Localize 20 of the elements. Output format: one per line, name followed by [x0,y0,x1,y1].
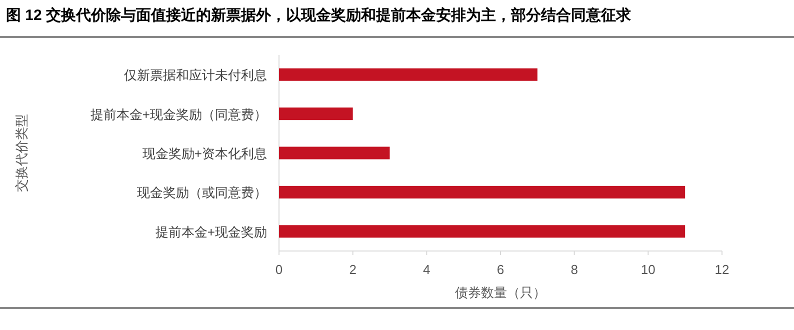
y-tick-label: 提前本金+现金奖励 [155,224,267,240]
bar [279,68,538,81]
x-tick-label: 10 [640,262,656,277]
bar [279,225,686,238]
bar [279,146,390,160]
y-tick-label: 仅新票据和应计未付利息 [124,68,267,83]
chart-title: 图 12 交换代价除与面值接近的新票据外，以现金奖励和提前本金安排为主，部分结合同意征求 [6,6,632,24]
x-axis-title: 债券数量（只） [455,285,546,300]
x-tick-label: 6 [496,262,504,277]
y-tick-label: 提前本金+现金奖励（同意费） [90,106,267,122]
x-tick-label: 0 [275,262,283,277]
bar [279,108,353,120]
y-axis-title: 交换代价类型 [14,114,29,192]
x-tick-label: 4 [423,262,430,277]
y-tick-label: 现金奖励+资本化利息 [142,146,267,161]
x-tick-label: 2 [349,262,356,277]
bar [279,186,686,198]
y-tick-label: 现金奖励（或同意费） [137,185,267,200]
x-tick-label: 8 [570,262,578,277]
x-tick-label: 12 [714,262,730,277]
